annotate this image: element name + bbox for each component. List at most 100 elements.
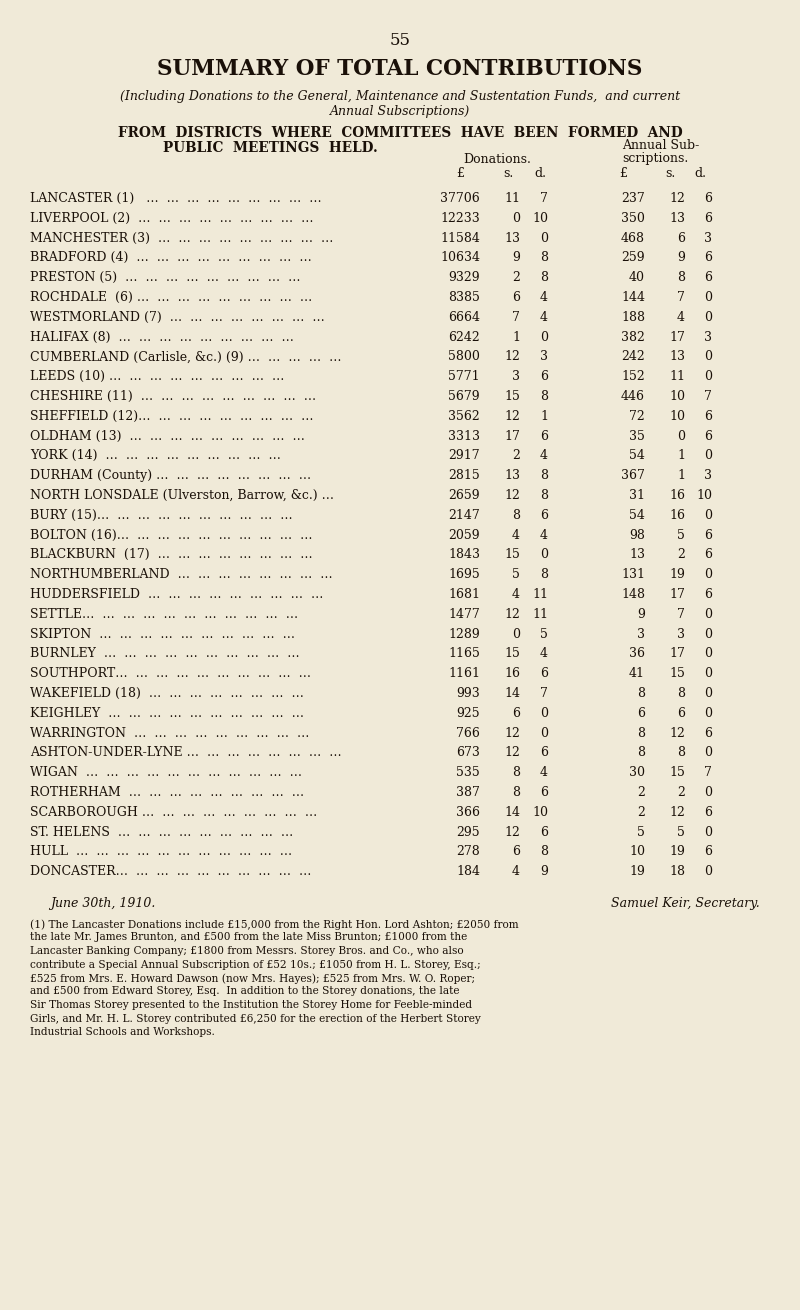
Text: 8: 8 (540, 390, 548, 403)
Text: 8: 8 (512, 786, 520, 799)
Text: NORTH LONSDALE (Ulverston, Barrow, &c.) …: NORTH LONSDALE (Ulverston, Barrow, &c.) … (30, 489, 334, 502)
Text: 259: 259 (622, 252, 645, 265)
Text: 6: 6 (677, 232, 685, 245)
Text: Industrial Schools and Workshops.: Industrial Schools and Workshops. (30, 1027, 215, 1038)
Text: 10634: 10634 (440, 252, 480, 265)
Text: 2059: 2059 (448, 529, 480, 541)
Text: 2: 2 (512, 449, 520, 462)
Text: 12: 12 (504, 410, 520, 423)
Text: 9: 9 (677, 252, 685, 265)
Text: 6242: 6242 (448, 330, 480, 343)
Text: 54: 54 (629, 449, 645, 462)
Text: 4: 4 (512, 865, 520, 878)
Text: 925: 925 (456, 707, 480, 719)
Text: 2815: 2815 (448, 469, 480, 482)
Text: 5: 5 (677, 529, 685, 541)
Text: 10: 10 (669, 410, 685, 423)
Text: ROCHDALE  (6) …  …  …  …  …  …  …  …  …: ROCHDALE (6) … … … … … … … … … (30, 291, 312, 304)
Text: NORTHUMBERLAND  …  …  …  …  …  …  …  …: NORTHUMBERLAND … … … … … … … … (30, 569, 333, 582)
Text: 0: 0 (540, 727, 548, 740)
Text: 12: 12 (669, 806, 685, 819)
Text: 5679: 5679 (448, 390, 480, 403)
Text: 2: 2 (677, 786, 685, 799)
Text: 15: 15 (669, 766, 685, 779)
Text: 12: 12 (504, 489, 520, 502)
Text: 98: 98 (629, 529, 645, 541)
Text: 6: 6 (540, 825, 548, 838)
Text: and £500 from Edward Storey, Esq.  In addition to the Storey donations, the late: and £500 from Edward Storey, Esq. In add… (30, 986, 459, 997)
Text: 8: 8 (540, 489, 548, 502)
Text: £525 from Mrs. E. Howard Dawson (now Mrs. Hayes); £525 from Mrs. W. O. Roper;: £525 from Mrs. E. Howard Dawson (now Mrs… (30, 973, 475, 984)
Text: 6: 6 (704, 588, 712, 601)
Text: 16: 16 (504, 667, 520, 680)
Text: (1) The Lancaster Donations include £15,000 from the Right Hon. Lord Ashton; £20: (1) The Lancaster Donations include £15,… (30, 920, 518, 930)
Text: WARRINGTON  …  …  …  …  …  …  …  …  …: WARRINGTON … … … … … … … … … (30, 727, 310, 740)
Text: 10: 10 (629, 845, 645, 858)
Text: 10: 10 (532, 806, 548, 819)
Text: LANCASTER (1)   …  …  …  …  …  …  …  …  …: LANCASTER (1) … … … … … … … … … (30, 193, 322, 204)
Text: 152: 152 (622, 371, 645, 384)
Text: 6: 6 (677, 707, 685, 719)
Text: 6: 6 (704, 845, 712, 858)
Text: 295: 295 (456, 825, 480, 838)
Text: 6: 6 (540, 667, 548, 680)
Text: 11: 11 (669, 371, 685, 384)
Text: OLDHAM (13)  …  …  …  …  …  …  …  …  …: OLDHAM (13) … … … … … … … … … (30, 430, 305, 443)
Text: 12: 12 (504, 350, 520, 363)
Text: 4: 4 (540, 310, 548, 324)
Text: 17: 17 (669, 588, 685, 601)
Text: 12233: 12233 (440, 212, 480, 225)
Text: 0: 0 (704, 608, 712, 621)
Text: the late Mr. James Brunton, and £500 from the late Miss Brunton; £1000 from the: the late Mr. James Brunton, and £500 fro… (30, 933, 467, 942)
Text: 0: 0 (704, 786, 712, 799)
Text: WESTMORLAND (7)  …  …  …  …  …  …  …  …: WESTMORLAND (7) … … … … … … … … (30, 310, 325, 324)
Text: 6: 6 (704, 212, 712, 225)
Text: 6: 6 (540, 430, 548, 443)
Text: BRADFORD (4)  …  …  …  …  …  …  …  …  …: BRADFORD (4) … … … … … … … … … (30, 252, 312, 265)
Text: 14: 14 (504, 686, 520, 700)
Text: 5771: 5771 (448, 371, 480, 384)
Text: 72: 72 (630, 410, 645, 423)
Text: 18: 18 (669, 865, 685, 878)
Text: 2: 2 (677, 549, 685, 562)
Text: BURY (15)…  …  …  …  …  …  …  …  …  …: BURY (15)… … … … … … … … … … (30, 508, 293, 521)
Text: 11: 11 (532, 588, 548, 601)
Text: 30: 30 (629, 766, 645, 779)
Text: 3: 3 (704, 469, 712, 482)
Text: 0: 0 (704, 707, 712, 719)
Text: 993: 993 (456, 686, 480, 700)
Text: 148: 148 (621, 588, 645, 601)
Text: 1843: 1843 (448, 549, 480, 562)
Text: SUMMARY OF TOTAL CONTRIBUTIONS: SUMMARY OF TOTAL CONTRIBUTIONS (158, 58, 642, 80)
Text: 0: 0 (704, 747, 712, 760)
Text: 12: 12 (504, 608, 520, 621)
Text: 5: 5 (637, 825, 645, 838)
Text: 4: 4 (512, 588, 520, 601)
Text: 0: 0 (704, 449, 712, 462)
Text: CHESHIRE (11)  …  …  …  …  …  …  …  …  …: CHESHIRE (11) … … … … … … … … … (30, 390, 316, 403)
Text: 7: 7 (540, 686, 548, 700)
Text: 0: 0 (704, 647, 712, 660)
Text: 19: 19 (669, 569, 685, 582)
Text: 237: 237 (622, 193, 645, 204)
Text: s.: s. (503, 166, 513, 179)
Text: 0: 0 (512, 212, 520, 225)
Text: 6: 6 (540, 508, 548, 521)
Text: CUMBERLAND (Carlisle, &c.) (9) …  …  …  …  …: CUMBERLAND (Carlisle, &c.) (9) … … … … … (30, 350, 342, 363)
Text: contribute a Special Annual Subscription of £52 10s.; £1050 from H. L. Storey, E: contribute a Special Annual Subscription… (30, 959, 481, 969)
Text: 0: 0 (704, 508, 712, 521)
Text: 387: 387 (456, 786, 480, 799)
Text: LIVERPOOL (2)  …  …  …  …  …  …  …  …  …: LIVERPOOL (2) … … … … … … … … … (30, 212, 314, 225)
Text: 8: 8 (637, 727, 645, 740)
Text: 10: 10 (669, 390, 685, 403)
Text: d.: d. (694, 166, 706, 179)
Text: 17: 17 (669, 647, 685, 660)
Text: 8: 8 (677, 747, 685, 760)
Text: 184: 184 (456, 865, 480, 878)
Text: s.: s. (665, 166, 675, 179)
Text: £: £ (456, 166, 464, 179)
Text: 144: 144 (621, 291, 645, 304)
Text: FROM  DISTRICTS  WHERE  COMMITTEES  HAVE  BEEN  FORMED  AND: FROM DISTRICTS WHERE COMMITTEES HAVE BEE… (118, 126, 682, 140)
Text: 6: 6 (704, 529, 712, 541)
Text: 1: 1 (677, 449, 685, 462)
